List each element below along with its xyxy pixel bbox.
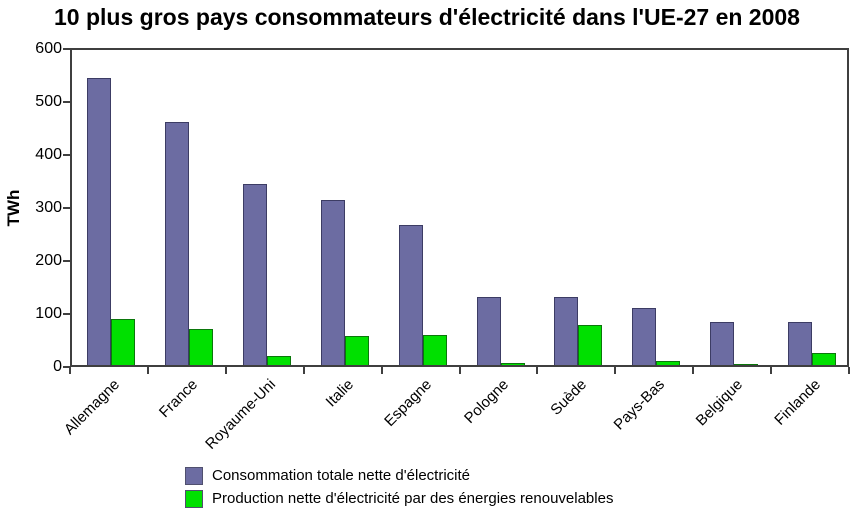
x-tick [536,367,539,374]
y-tick [63,260,70,262]
x-tick [770,367,773,374]
bar-consumption-Suède [554,297,579,367]
legend-label-consumption: Consommation totale nette d'électricité [212,467,470,484]
bar-consumption-Espagne [398,225,423,367]
x-tick [224,367,227,374]
y-tick-label: 500 [35,93,62,110]
bar-consumption-Pologne [476,296,501,367]
legend-label-renewables: Production nette d'électricité par des é… [212,490,614,507]
legend: Consommation totale nette d'électricité … [185,464,613,510]
y-tick-label: 600 [35,40,62,57]
y-tick [63,48,70,50]
y-tick [63,154,70,156]
x-tick [380,367,383,374]
x-tick [614,367,617,374]
x-tick [302,367,305,374]
x-tick [69,367,71,374]
y-tick [63,366,70,368]
y-tick [63,313,70,315]
bar-consumption-Allemagne [87,78,111,367]
y-tick-label: 200 [35,252,62,269]
y-tick-label: 400 [35,146,62,163]
x-tick [458,367,461,374]
bar-renewables-France [188,328,213,367]
chart-title: 10 plus gros pays consommateurs d'électr… [54,4,800,30]
bar-renewables-Suède [578,324,603,367]
x-tick [146,367,149,374]
y-tick-label: 300 [35,199,62,216]
bar-consumption-Royaume-Uni [242,184,267,367]
bar-renewables-Allemagne [111,319,135,367]
bar-consumption-Italie [320,200,345,367]
legend-swatch-renewables [185,489,203,508]
y-tick [63,207,70,209]
legend-item-renewables: Production nette d'électricité par des é… [185,487,613,510]
x-tick [692,367,695,374]
bar-consumption-Belgique [710,321,735,367]
x-tick [848,367,850,374]
legend-swatch-consumption [185,466,203,485]
legend-item-consumption: Consommation totale nette d'électricité [185,464,613,487]
y-tick-label: 100 [35,305,62,322]
bar-consumption-Pays-Bas [632,307,657,367]
y-tick-label: 0 [53,358,62,375]
y-tick [63,101,70,103]
plot-frame [70,48,849,367]
